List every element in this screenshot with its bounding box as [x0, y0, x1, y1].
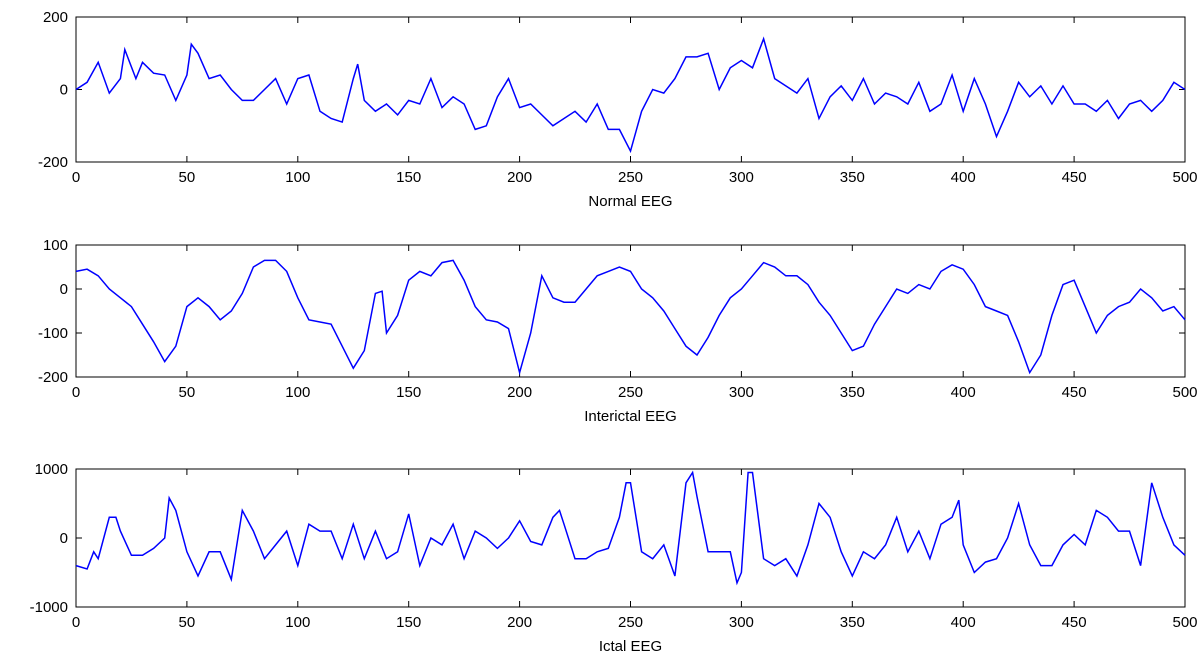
x-tick-label: 50 [179, 384, 196, 401]
x-tick-label: 300 [729, 384, 754, 401]
x-tick-label: 450 [1062, 614, 1087, 631]
x-axis-label: Interictal EEG [584, 408, 677, 425]
x-tick-label: 200 [507, 614, 532, 631]
x-tick-label: 400 [951, 169, 976, 186]
x-tick-label: 400 [951, 614, 976, 631]
x-tick-label: 150 [396, 169, 421, 186]
x-axis-label: Normal EEG [588, 193, 672, 210]
y-tick-label: -100 [38, 325, 68, 342]
x-tick-label: 400 [951, 384, 976, 401]
x-tick-label: 300 [729, 614, 754, 631]
y-tick-label: -200 [38, 154, 68, 171]
x-tick-label: 0 [72, 614, 80, 631]
x-tick-label: 0 [72, 169, 80, 186]
x-tick-label: 250 [618, 169, 643, 186]
x-tick-label: 350 [840, 614, 865, 631]
x-axis-label: Ictal EEG [599, 638, 662, 654]
y-tick-label: 100 [43, 237, 68, 254]
signal-line [75, 470, 1186, 586]
y-tick-label: 0 [60, 530, 68, 547]
x-tick-label: 250 [618, 384, 643, 401]
x-tick-label: 0 [72, 384, 80, 401]
x-tick-label: 350 [840, 169, 865, 186]
x-tick-label: 250 [618, 614, 643, 631]
y-tick-label: -200 [38, 369, 68, 386]
plot-frame [75, 244, 1186, 378]
x-tick-label: 150 [396, 614, 421, 631]
y-tick-label: 0 [60, 82, 68, 99]
x-tick-label: 50 [179, 614, 196, 631]
x-tick-label: 350 [840, 384, 865, 401]
y-tick-label: 200 [43, 9, 68, 26]
x-tick-label: 150 [396, 384, 421, 401]
signal-line [75, 36, 1186, 154]
x-tick-label: 100 [285, 614, 310, 631]
x-tick-label: 200 [507, 384, 532, 401]
x-tick-label: 100 [285, 169, 310, 186]
x-tick-label: 500 [1172, 384, 1197, 401]
x-tick-label: 200 [507, 169, 532, 186]
x-tick-label: 500 [1172, 614, 1197, 631]
x-tick-label: 50 [179, 169, 196, 186]
plot-frame [75, 16, 1186, 163]
x-tick-label: 300 [729, 169, 754, 186]
x-tick-label: 500 [1172, 169, 1197, 186]
x-tick-label: 450 [1062, 169, 1087, 186]
x-tick-label: 100 [285, 384, 310, 401]
y-tick-label: 1000 [35, 461, 68, 478]
signal-line [75, 259, 1186, 376]
y-tick-label: 0 [60, 281, 68, 298]
plot-frame [75, 468, 1186, 608]
y-tick-label: -1000 [30, 599, 68, 616]
x-tick-label: 450 [1062, 384, 1087, 401]
